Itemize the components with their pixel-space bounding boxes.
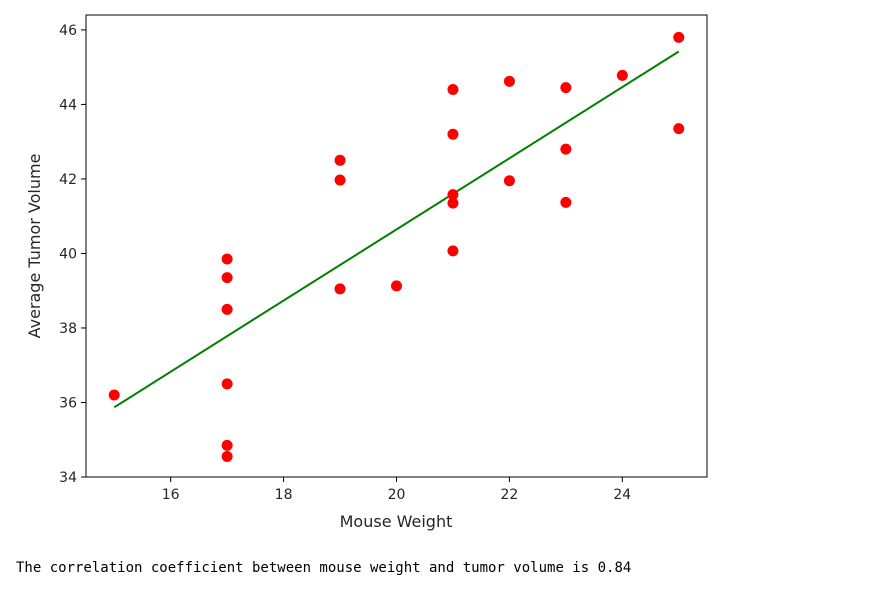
scatter-point: [447, 128, 459, 140]
y-tick-label: 34: [59, 470, 77, 486]
scatter-point: [447, 84, 459, 96]
series-layer: [108, 31, 685, 463]
scatter-point: [221, 303, 233, 315]
x-tick-label: 22: [500, 487, 518, 503]
x-tick-label: 24: [613, 487, 631, 503]
scatter-point: [503, 75, 515, 87]
scatter-point: [221, 439, 233, 451]
scatter-point: [447, 245, 459, 257]
scatter-point: [221, 253, 233, 265]
y-tick-label: 42: [59, 172, 77, 188]
scatter-point: [673, 31, 685, 43]
scatter-point: [503, 175, 515, 187]
scatter-point: [334, 154, 346, 166]
x-axis-ticks: 16 18 20 22 24: [162, 477, 631, 503]
x-axis-label: Mouse Weight: [340, 512, 453, 531]
y-tick-label: 46: [59, 23, 77, 39]
scatter-point: [560, 143, 572, 155]
scatter-point: [221, 272, 233, 284]
y-axis-ticks: 34 36 38 40 42 44 46: [59, 23, 86, 486]
y-axis-label: Average Tumor Volume: [25, 154, 44, 339]
correlation-output-text: The correlation coefficient between mous…: [16, 560, 632, 576]
scatter-point: [616, 69, 628, 81]
scatter-point: [108, 389, 120, 401]
y-tick-label: 36: [59, 395, 77, 411]
scatter-point: [221, 451, 233, 463]
x-tick-label: 20: [388, 487, 406, 503]
scatter-point: [391, 280, 402, 292]
scatter-point: [334, 283, 346, 295]
scatter-point: [334, 174, 346, 186]
regression-line: [113, 50, 680, 409]
scatter-point: [447, 189, 459, 201]
plot-area-frame: [85, 14, 708, 478]
scatter-point: [560, 196, 572, 208]
x-tick-label: 16: [162, 487, 180, 503]
y-tick-label: 40: [59, 246, 77, 262]
scatter-point: [447, 197, 459, 209]
scatter-point: [560, 82, 572, 94]
scatter-chart: 16 18 20 22 24 34 36 38 40 42 44 46 Mouse Weight A…: [25, 14, 708, 531]
scatter-point: [673, 123, 685, 135]
y-tick-label: 44: [59, 97, 77, 113]
y-tick-label: 38: [59, 321, 77, 337]
x-tick-label: 18: [275, 487, 293, 503]
scatter-point: [221, 378, 233, 390]
